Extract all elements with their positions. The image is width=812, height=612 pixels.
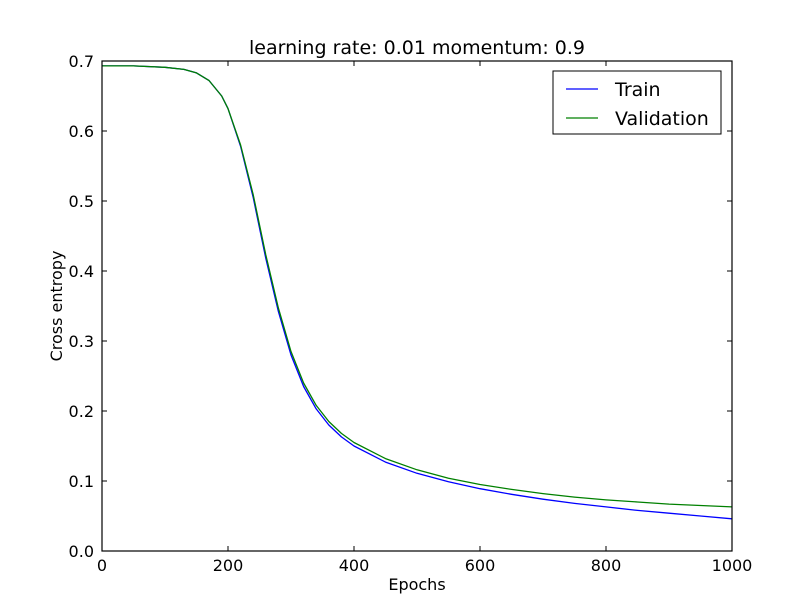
legend-label-train: Train [614, 79, 661, 101]
y-tick-label: 0.7 [69, 52, 94, 71]
y-tick-label: 0.2 [69, 402, 94, 421]
x-axis-label: Epochs [388, 575, 445, 594]
x-tick-label: 400 [339, 556, 370, 575]
y-tick-label: 0.5 [69, 192, 94, 211]
x-tick-label: 0 [97, 556, 107, 575]
x-tick-label: 600 [465, 556, 496, 575]
legend-frame [552, 70, 722, 135]
plot-frame [101, 60, 733, 552]
series-line-validation [102, 65, 733, 508]
y-tick-label: 0.0 [69, 542, 94, 561]
legend-label-validation: Validation [615, 108, 709, 130]
x-tick-label: 800 [591, 556, 622, 575]
x-axis: 0 200 400 600 800 1000 [97, 61, 752, 575]
y-tick-label: 0.6 [69, 122, 94, 141]
y-tick-label: 0.3 [69, 332, 94, 351]
legend: Train Validation [552, 70, 722, 135]
y-tick-label: 0.1 [69, 472, 94, 491]
series-layer [102, 65, 733, 520]
y-tick-label: 0.4 [69, 262, 94, 281]
y-axis: 0.0 0.1 0.2 0.3 0.4 0.5 0.6 0.7 [69, 52, 732, 561]
x-tick-label: 200 [213, 556, 244, 575]
y-axis-label: Cross entropy [47, 251, 66, 362]
chart-title: learning rate: 0.01 momentum: 0.9 [249, 37, 585, 59]
x-tick-label: 1000 [712, 556, 753, 575]
